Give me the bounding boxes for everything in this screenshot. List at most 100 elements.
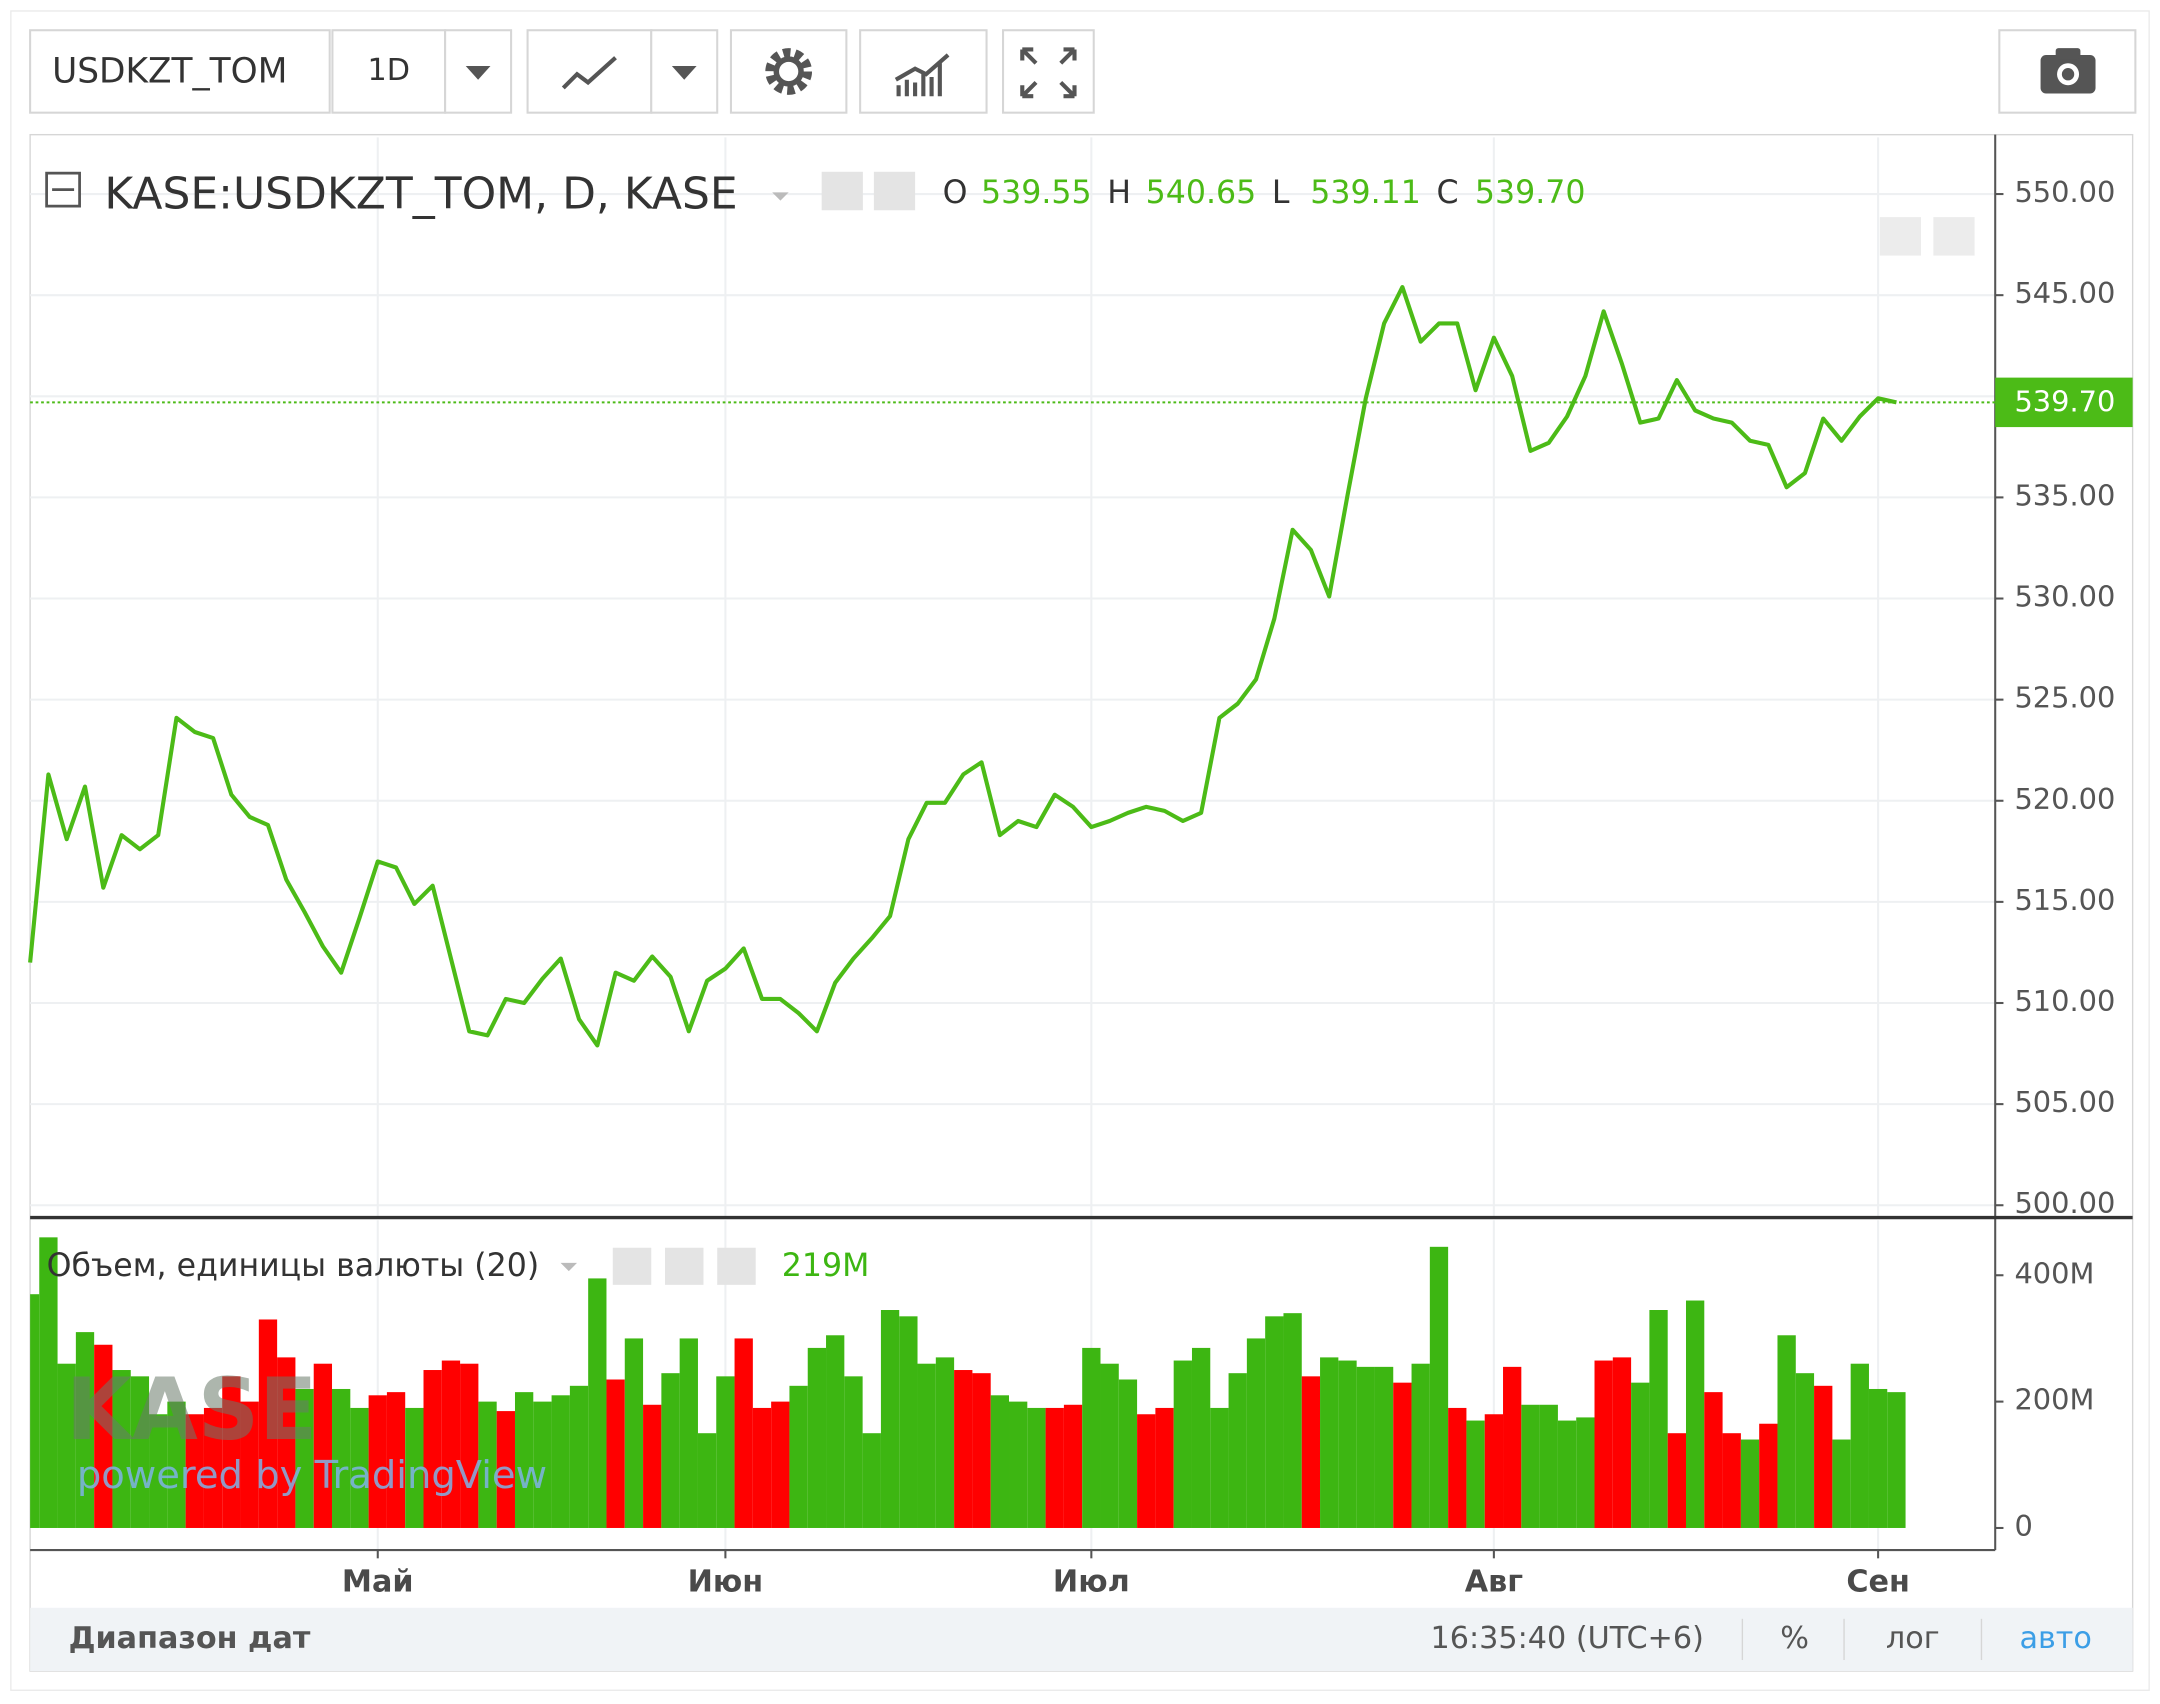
volume-bar: [478, 1401, 497, 1528]
eye-icon[interactable]: [821, 171, 863, 211]
settings-icon[interactable]: [664, 1247, 704, 1285]
volume-bar: [1045, 1407, 1064, 1528]
volume-bar: [1173, 1360, 1192, 1528]
watermark-text: powered by TradingView: [77, 1453, 547, 1498]
volume-bar: [1137, 1414, 1156, 1528]
volume-bar: [935, 1357, 955, 1528]
volume-bar: [1338, 1360, 1357, 1528]
x-tick-label: Сен: [1846, 1565, 1910, 1600]
fullscreen-button[interactable]: [1002, 29, 1095, 114]
caret: [560, 1262, 578, 1272]
volume-bar: [551, 1395, 570, 1528]
volume-bar: [844, 1376, 863, 1528]
volume-bar: [350, 1407, 369, 1528]
scroll-icon[interactable]: [1933, 217, 1975, 256]
volume-bar: [112, 1370, 131, 1528]
volume-bar: [203, 1407, 223, 1528]
volume-bar: [1777, 1335, 1796, 1528]
volume-title: Объем, единицы валюты (20): [47, 1248, 540, 1284]
volume-bar: [716, 1376, 735, 1528]
volume-bar: [332, 1388, 351, 1528]
volume-bar: [167, 1401, 186, 1528]
date-range[interactable]: Диапазон дат: [69, 1621, 311, 1656]
log-toggle[interactable]: лог: [1886, 1621, 1940, 1656]
volume-bar: [1850, 1363, 1869, 1528]
volume-bar: [697, 1433, 717, 1528]
y-tick-label: 500.00: [2014, 1186, 2115, 1220]
eye-icon[interactable]: [612, 1247, 652, 1285]
volume-bar: [661, 1373, 680, 1528]
volume-bar: [1429, 1246, 1449, 1528]
volume-bar: [1631, 1382, 1650, 1528]
line-icon: [561, 56, 617, 90]
x-tick-label: Май: [342, 1565, 414, 1600]
footer-bar: [30, 1607, 2133, 1672]
camera-icon: [2055, 48, 2081, 60]
volume-bar: [1576, 1417, 1595, 1528]
volume-bar: [1118, 1379, 1138, 1528]
volume-bar: [679, 1338, 698, 1528]
volume-bar: [826, 1335, 845, 1528]
volume-bar: [1100, 1363, 1119, 1528]
ohlc-key: O: [943, 175, 968, 211]
volume-bar: [1466, 1420, 1485, 1528]
caret: [465, 65, 491, 80]
series-title: KASE:USDKZT_TOM, D, KASE: [104, 169, 737, 220]
volume-bar: [752, 1407, 772, 1528]
volume-bar: [569, 1385, 589, 1528]
volume-bar: [880, 1310, 900, 1528]
volume-bar: [1557, 1420, 1577, 1528]
gear-icon: [773, 56, 804, 87]
volume-bar: [1887, 1392, 1906, 1528]
ohlc: O 539.55 H 540.65 L 539.11 C 539.70: [943, 175, 1586, 211]
y-tick-label: 535.00: [2014, 478, 2115, 512]
x-tick-label: Июн: [688, 1565, 764, 1600]
volume-bar: [423, 1370, 442, 1528]
close-icon[interactable]: [717, 1247, 756, 1285]
volume-bar: [990, 1395, 1010, 1528]
symbol: USDKZT_TOM: [52, 51, 287, 91]
volume-bar: [30, 1294, 40, 1528]
volume-bar: [1283, 1313, 1302, 1528]
percent-toggle[interactable]: %: [1780, 1621, 1809, 1656]
volume-bar: [1539, 1404, 1558, 1528]
y-tick-label: 505.00: [2014, 1085, 2115, 1119]
interval: 1D: [368, 53, 410, 88]
settings-icon[interactable]: [873, 171, 916, 211]
volume-bar: [1814, 1385, 1833, 1528]
volume-bar: [1448, 1407, 1467, 1528]
auto-toggle[interactable]: авто: [2019, 1621, 2091, 1656]
volume-bar: [130, 1376, 150, 1528]
volume-bar: [917, 1363, 936, 1528]
volume-bar: [258, 1319, 278, 1528]
volume-bar: [606, 1379, 625, 1528]
volume-bar: [386, 1392, 406, 1528]
style-button[interactable]: [526, 29, 653, 114]
y-tick-label: 0: [2014, 1509, 2032, 1543]
volume-bar: [533, 1401, 552, 1528]
volume-bar: [1082, 1347, 1101, 1528]
volume-bar: [1704, 1392, 1723, 1528]
clock: 16:35:40 (UTC+6): [1431, 1621, 1704, 1656]
volume-bar: [807, 1347, 827, 1528]
volume-bar: [185, 1414, 204, 1528]
y-tick-label: 550.00: [2014, 175, 2115, 209]
symbol-button[interactable]: [29, 29, 331, 114]
volume-bar: [972, 1373, 991, 1528]
volume-bar: [1063, 1404, 1083, 1528]
volume-bar: [1667, 1433, 1686, 1528]
ohlc-key: L: [1272, 175, 1290, 211]
volume-bar: [1356, 1366, 1375, 1528]
volume-bar: [57, 1363, 76, 1528]
volume-bar: [1594, 1360, 1613, 1528]
scroll-icon[interactable]: [1879, 217, 1922, 256]
settings-button[interactable]: [729, 29, 848, 114]
camera-icon: [2061, 68, 2075, 81]
interval-button[interactable]: [331, 29, 447, 114]
fullscreen-icon: [1020, 47, 1077, 99]
last-price-tag: [1995, 377, 2133, 428]
caret: [772, 192, 789, 201]
ohlc-value: 539.11: [1310, 175, 1421, 211]
volume-bar: [734, 1338, 753, 1528]
volume-bar: [643, 1404, 662, 1528]
